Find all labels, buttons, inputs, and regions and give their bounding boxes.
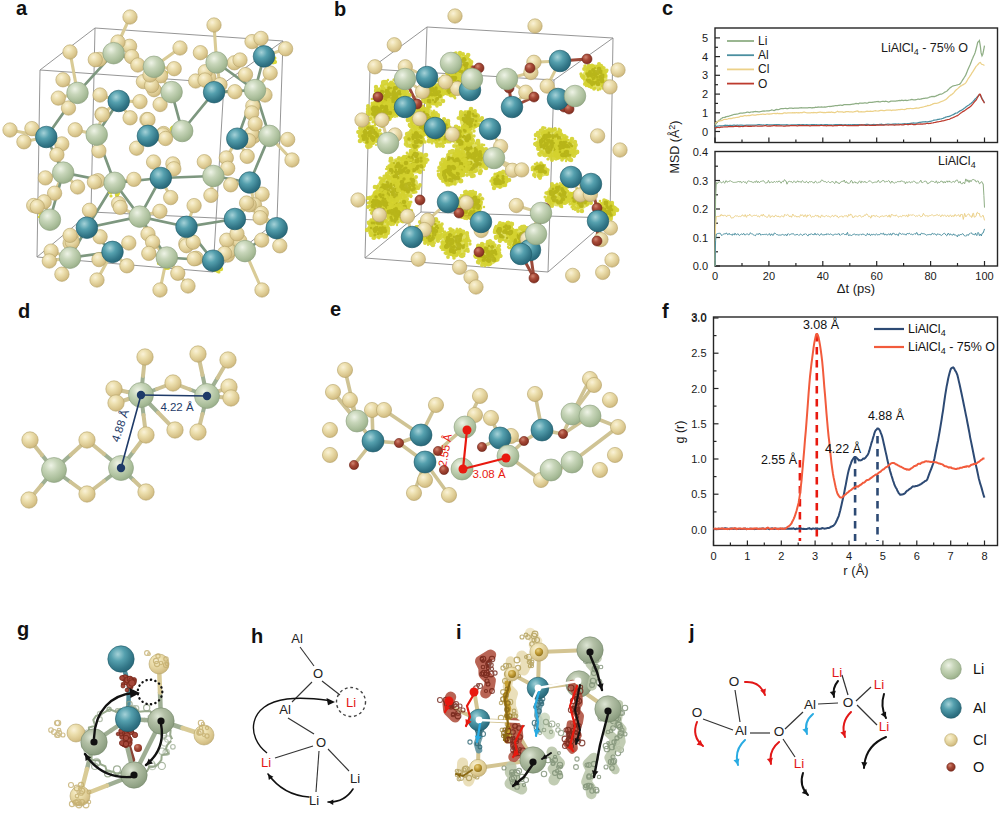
svg-text:3: 3 [702, 69, 708, 81]
svg-text:3.0: 3.0 [691, 311, 706, 323]
svg-text:0: 0 [712, 270, 718, 282]
svg-text:O: O [774, 724, 785, 739]
svg-text:Li: Li [309, 793, 319, 808]
svg-text:4: 4 [702, 51, 708, 63]
svg-text:5: 5 [880, 550, 886, 562]
svg-text:r (Å): r (Å) [843, 563, 868, 578]
svg-text:Li: Li [261, 755, 271, 770]
svg-text:O: O [973, 759, 984, 775]
svg-text:Δt (ps): Δt (ps) [837, 281, 875, 296]
svg-text:2.55 Å: 2.55 Å [761, 452, 798, 467]
svg-text:2.5: 2.5 [691, 347, 706, 359]
svg-text:2: 2 [702, 88, 708, 100]
svg-text:Li: Li [973, 661, 984, 677]
svg-text:1.5: 1.5 [691, 418, 706, 430]
svg-text:2: 2 [778, 550, 784, 562]
svg-text:Al: Al [804, 697, 816, 712]
svg-text:1.0: 1.0 [691, 453, 706, 465]
svg-text:0.5: 0.5 [691, 488, 706, 500]
svg-text:Li: Li [879, 719, 890, 734]
svg-text:0: 0 [710, 550, 716, 562]
svg-text:1: 1 [744, 550, 750, 562]
svg-text:O: O [729, 674, 740, 689]
svg-text:0.3: 0.3 [693, 175, 708, 187]
svg-text:7: 7 [948, 550, 954, 562]
svg-text:5: 5 [702, 32, 708, 44]
svg-text:O: O [692, 705, 703, 720]
svg-text:Al: Al [758, 48, 769, 62]
svg-text:O: O [758, 77, 767, 91]
svg-text:3: 3 [812, 550, 818, 562]
svg-text:0.0: 0.0 [693, 260, 708, 272]
svg-text:20: 20 [763, 270, 775, 282]
svg-text:O: O [316, 735, 326, 750]
svg-text:Li: Li [758, 34, 767, 48]
svg-text:40: 40 [817, 270, 829, 282]
svg-text:3.08 Å: 3.08 Å [803, 317, 840, 332]
svg-text:Li: Li [350, 771, 360, 786]
svg-text:6: 6 [914, 550, 920, 562]
svg-text:4.88 Å: 4.88 Å [868, 408, 905, 423]
svg-text:0.4: 0.4 [693, 146, 708, 158]
svg-text:1: 1 [702, 107, 708, 119]
svg-text:g (r): g (r) [673, 421, 687, 444]
svg-text:2.0: 2.0 [691, 383, 706, 395]
svg-text:4.88 Å: 4.88 Å [109, 408, 131, 444]
svg-text:Al: Al [735, 723, 747, 738]
svg-text:Li: Li [832, 665, 843, 680]
svg-text:Cl: Cl [973, 732, 987, 748]
svg-text:Al: Al [973, 700, 986, 716]
svg-text:80: 80 [924, 270, 936, 282]
svg-text:8: 8 [981, 550, 987, 562]
svg-text:LiAlCl4 - 75% O: LiAlCl4 - 75% O [881, 41, 968, 57]
svg-text:LiAlCl4: LiAlCl4 [938, 154, 976, 170]
svg-text:MSD (Å2): MSD (Å2) [667, 121, 682, 174]
svg-text:Li: Li [794, 756, 805, 771]
svg-text:LiAlCl4 - 75% O: LiAlCl4 - 75% O [908, 340, 995, 356]
svg-text:0.0: 0.0 [691, 524, 706, 536]
svg-text:Li: Li [874, 677, 885, 692]
svg-text:Li: Li [346, 695, 356, 710]
svg-text:4.22 Å: 4.22 Å [825, 441, 862, 456]
svg-text:4: 4 [846, 550, 852, 562]
svg-text:0: 0 [702, 126, 708, 138]
svg-text:0.2: 0.2 [693, 203, 708, 215]
svg-text:Cl: Cl [758, 62, 769, 76]
svg-text:0.1: 0.1 [693, 232, 708, 244]
svg-text:Al: Al [279, 702, 291, 717]
svg-text:Al: Al [291, 631, 303, 646]
svg-text:LiAlCl4: LiAlCl4 [908, 322, 946, 338]
svg-text:2.55 Å: 2.55 Å [436, 433, 454, 468]
svg-text:O: O [843, 695, 854, 710]
svg-text:O: O [313, 666, 323, 681]
svg-text:4.22 Å: 4.22 Å [160, 401, 194, 413]
svg-text:3.08 Å: 3.08 Å [472, 468, 506, 480]
svg-text:100: 100 [975, 270, 993, 282]
